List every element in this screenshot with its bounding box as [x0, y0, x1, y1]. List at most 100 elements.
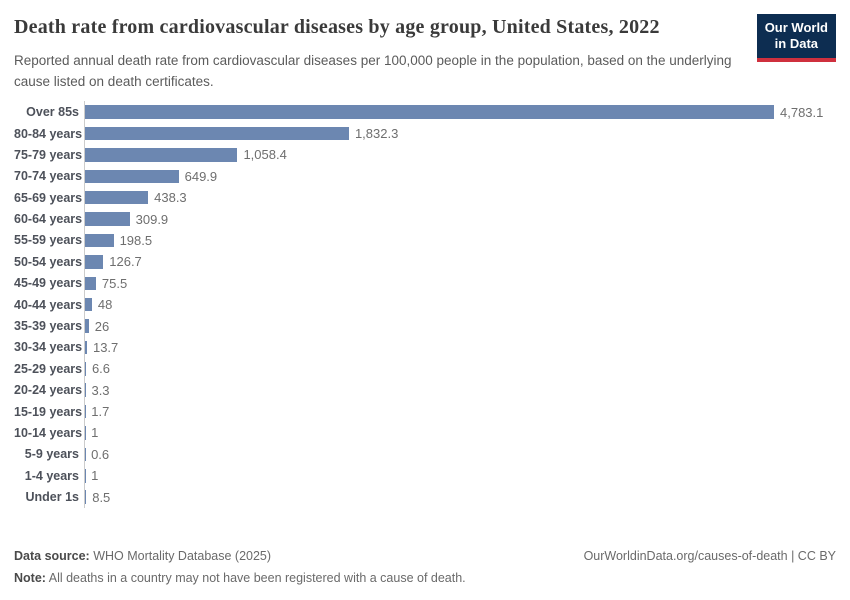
value-label: 649.9: [184, 168, 218, 184]
bar-track: 1: [84, 422, 850, 444]
category-label: 50-54 years: [14, 254, 83, 269]
bar-track: 8.5: [84, 486, 850, 508]
bar-track: 309.9: [84, 208, 850, 230]
bar-row: 35-39 years 26: [14, 315, 850, 337]
bar-track: 438.3: [84, 187, 850, 209]
bar[interactable]: [85, 233, 114, 248]
bar[interactable]: [85, 105, 774, 119]
bar[interactable]: [85, 340, 87, 355]
bar-row: 60-64 years 309.9: [14, 208, 850, 230]
value-label: 3.3: [91, 382, 110, 398]
bar[interactable]: [85, 148, 238, 162]
footer: Data source: WHO Mortality Database (202…: [14, 549, 836, 585]
bar-chart: Over 85s 4,783.1 80-84 years 1,832.3 75-79 y…: [0, 101, 850, 508]
bar-row: 5-9 years 0.6: [14, 443, 850, 466]
chart-subtitle: Reported annual death rate from cardiova…: [14, 52, 732, 89]
bar-row: 40-44 years 48: [14, 293, 850, 316]
bar[interactable]: [85, 319, 89, 333]
bar-track: 3.3: [84, 379, 850, 401]
bar-track: 0.6: [84, 443, 850, 466]
value-label: 8.5: [92, 489, 111, 505]
category-label: 15-19 years: [14, 404, 83, 419]
bar-row: Under 1s 8.5: [14, 486, 850, 508]
chart-rows: Over 85s 4,783.1 80-84 years 1,832.3 75-79 y…: [14, 101, 850, 508]
bar-row: 25-29 years 6.6: [14, 358, 850, 380]
category-label: 75-79 years: [14, 147, 83, 162]
note-label: Note:: [14, 571, 46, 585]
category-label: 70-74 years: [14, 169, 83, 184]
category-label: 25-29 years: [14, 361, 83, 376]
note-text: All deaths in a country may not have bee…: [45, 571, 466, 585]
bar-row: Over 85s 4,783.1: [14, 101, 850, 123]
value-label: 48: [97, 297, 113, 313]
category-label: 55-59 years: [14, 233, 83, 248]
data-source-label: Data source:: [14, 549, 90, 563]
bar-row: 45-49 years 75.5: [14, 272, 850, 294]
logo-line2: in Data: [774, 36, 819, 51]
value-label: 6.6: [91, 361, 111, 377]
category-label: 1-4 years: [24, 468, 79, 483]
bar-track: 649.9: [84, 165, 850, 187]
bar[interactable]: [85, 297, 92, 312]
value-label: 26: [94, 318, 110, 334]
category-label: 65-69 years: [14, 190, 83, 205]
data-source-text: WHO Mortality Database (2025): [89, 549, 272, 563]
data-source: Data source: WHO Mortality Database (202…: [14, 549, 271, 563]
bar-track: 6.6: [84, 358, 850, 380]
bar-track: 26: [84, 315, 850, 337]
category-label: 10-14 years: [14, 425, 83, 440]
value-label: 0.6: [91, 446, 110, 462]
bar[interactable]: [85, 126, 349, 141]
category-label: 60-64 years: [14, 212, 83, 227]
bar[interactable]: [85, 212, 130, 226]
value-label: 4,783.1: [780, 104, 824, 120]
bar-row: 70-74 years 649.9: [14, 165, 850, 187]
bar[interactable]: [85, 255, 104, 269]
footer-line1: Data source: WHO Mortality Database (202…: [14, 549, 836, 563]
bar-track: 48: [84, 293, 850, 316]
bar-row: 50-54 years 126.7: [14, 251, 850, 273]
bar-row: 65-69 years 438.3: [14, 187, 850, 209]
category-label: Over 85s: [26, 105, 79, 120]
bar-track: 198.5: [84, 229, 850, 252]
category-label: 30-34 years: [14, 340, 83, 355]
bar-track: 4,783.1: [84, 101, 850, 123]
bar[interactable]: [85, 169, 179, 184]
bar-track: 1,058.4: [84, 144, 850, 166]
bar-row: 80-84 years 1,832.3: [14, 122, 850, 145]
category-label: 40-44 years: [14, 297, 83, 312]
bar[interactable]: [85, 190, 149, 205]
bar-row: 20-24 years 3.3: [14, 379, 850, 401]
category-label: 45-49 years: [14, 276, 83, 291]
category-label: 20-24 years: [14, 383, 83, 398]
bar-row: 1-4 years 1: [14, 465, 850, 487]
owid-link: OurWorldinData.org/causes-of-death | CC …: [583, 549, 836, 563]
category-label: 80-84 years: [14, 126, 83, 141]
value-label: 1: [91, 468, 99, 484]
bar-track: 1: [84, 465, 850, 487]
bar[interactable]: [85, 362, 86, 376]
title-block: Death rate from cardiovascular diseases …: [14, 14, 747, 92]
value-label: 198.5: [119, 232, 153, 248]
bar-track: 126.7: [84, 251, 850, 273]
value-label: 75.5: [101, 275, 128, 291]
value-label: 126.7: [109, 254, 142, 270]
bar-row: 75-79 years 1,058.4: [14, 144, 850, 166]
bar[interactable]: [85, 276, 96, 290]
value-label: 1,832.3: [354, 126, 399, 142]
value-label: 1: [91, 425, 99, 441]
bar-track: 75.5: [84, 272, 850, 294]
value-label: 438.3: [154, 190, 187, 206]
bar-row: 55-59 years 198.5: [14, 229, 850, 252]
chart-title: Death rate from cardiovascular diseases …: [14, 16, 660, 38]
bar-track: 13.7: [84, 336, 850, 359]
category-label: 5-9 years: [24, 447, 79, 462]
bar[interactable]: [85, 490, 87, 504]
bar-row: 15-19 years 1.7: [14, 400, 850, 423]
value-label: 309.9: [135, 211, 169, 227]
owid-logo: Our World in Data: [756, 14, 836, 62]
value-label: 13.7: [92, 339, 119, 355]
value-label: 1,058.4: [243, 147, 287, 163]
bar-row: 10-14 years 1: [14, 422, 850, 444]
